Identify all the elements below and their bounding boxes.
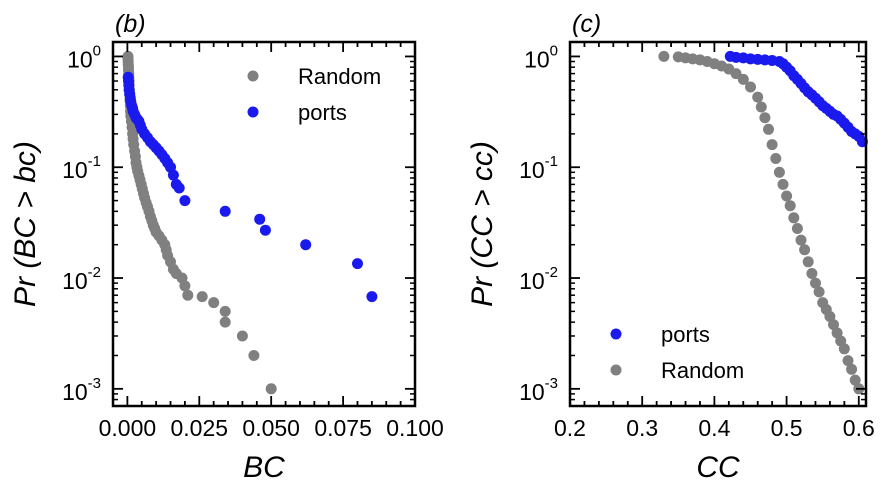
chart-1-legend: ports Random bbox=[610, 322, 744, 383]
chart-1-point-random-38 bbox=[846, 363, 858, 375]
chart-1-legend-label-random: Random bbox=[661, 358, 744, 383]
chart-0-ytick-label-3: 100 bbox=[67, 42, 101, 72]
chart-0-legend-label-ports: ports bbox=[298, 100, 347, 125]
chart-1-point-random-19 bbox=[777, 178, 789, 190]
chart-1-legend-label-ports: ports bbox=[661, 322, 710, 347]
chart-1-ytick-label-3: 100 bbox=[524, 42, 558, 72]
chart-1-y-axis-title: Pr (CC > cc) bbox=[466, 141, 499, 307]
chart-0-xtick-label-2: 0.050 bbox=[242, 415, 300, 441]
chart-0-point-random-52 bbox=[208, 297, 220, 309]
chart-1-ytick-label-2: 10-1 bbox=[519, 153, 558, 183]
chart-0-xtick-label-4: 0.100 bbox=[386, 415, 444, 441]
chart-0-ytick-label-1: 10-2 bbox=[62, 264, 101, 294]
chart-0-point-random-55 bbox=[236, 330, 248, 342]
chart-1-series-random bbox=[658, 50, 865, 395]
chart-1-legend-marker-ports bbox=[610, 328, 622, 340]
chart-0-point-ports-34 bbox=[352, 258, 363, 270]
chart-0-x-axis-title: BC bbox=[243, 451, 285, 484]
chart-0-ytick-label-2: 10-1 bbox=[62, 153, 101, 183]
chart-0-point-ports-33 bbox=[300, 239, 312, 251]
chart-1-point-random-16 bbox=[766, 139, 778, 151]
chart-0-point-ports-35 bbox=[366, 291, 378, 303]
chart-0-axes-frame bbox=[111, 40, 417, 408]
chart-1-series-ports bbox=[724, 50, 868, 148]
chart-1-point-random-22 bbox=[788, 212, 800, 224]
chart-1-point-random-24 bbox=[795, 234, 807, 246]
chart-1-point-random-25 bbox=[799, 244, 811, 256]
chart-1-point-random-11 bbox=[745, 81, 756, 93]
chart-0-point-ports-31 bbox=[254, 213, 266, 225]
chart-1-point-random-26 bbox=[802, 256, 814, 268]
chart-0-point-random-54 bbox=[219, 316, 231, 328]
chart-0-series-ports bbox=[122, 71, 378, 303]
chart-1-point-random-27 bbox=[806, 268, 818, 279]
chart-1-point-random-36 bbox=[838, 343, 850, 355]
chart-1-point-random-13 bbox=[755, 101, 767, 113]
chart-0-xtick-label-0: 0.000 bbox=[99, 415, 157, 441]
chart-1-point-random-0 bbox=[658, 50, 670, 62]
chart-0-point-ports-26 bbox=[167, 169, 179, 181]
chart-1-point-random-18 bbox=[773, 166, 785, 178]
chart-1-xtick-label-0: 0.2 bbox=[554, 415, 586, 441]
chart-1-point-random-14 bbox=[759, 112, 771, 124]
chart-1-x-axis-title: CC bbox=[696, 451, 740, 484]
chart-1-ytick-label-1: 10-2 bbox=[519, 264, 558, 294]
panel-b: 0.000 0.025 0.050 0.075 0.100 10-3 10-2 10-1 100… bbox=[9, 10, 444, 484]
chart-0-legend-marker-random bbox=[247, 70, 259, 82]
chart-0-point-ports-32 bbox=[259, 224, 271, 236]
chart-0-xtick-label-1: 0.025 bbox=[171, 415, 229, 441]
chart-1-axes-frame bbox=[568, 40, 868, 408]
chart-1-point-random-10 bbox=[737, 73, 749, 85]
chart-0-point-random-51 bbox=[196, 291, 208, 303]
chart-1-xtick-label-1: 0.3 bbox=[626, 415, 658, 441]
chart-0-legend: Random ports bbox=[247, 64, 381, 125]
chart-1-point-random-39 bbox=[849, 374, 861, 386]
chart-0-point-random-49 bbox=[179, 280, 191, 292]
chart-0-point-random-57 bbox=[265, 383, 277, 395]
chart-0-ytick-label-0: 10-3 bbox=[62, 375, 101, 405]
chart-1-xtick-label-4: 0.6 bbox=[843, 415, 875, 441]
chart-0-legend-marker-ports bbox=[247, 106, 259, 118]
chart-1-panel-label: (c) bbox=[572, 10, 601, 38]
chart-1-point-random-21 bbox=[784, 200, 796, 212]
chart-1-point-random-28 bbox=[810, 277, 821, 289]
chart-0-panel-label: (b) bbox=[115, 10, 146, 38]
chart-0-point-random-53 bbox=[219, 305, 231, 317]
chart-1-xtick-label-3: 0.5 bbox=[771, 415, 803, 441]
chart-1-point-random-29 bbox=[813, 286, 825, 298]
chart-0-point-random-56 bbox=[248, 350, 260, 361]
chart-0-point-ports-30 bbox=[219, 205, 231, 217]
chart-1-point-random-17 bbox=[770, 153, 782, 164]
chart-0-point-ports-28 bbox=[173, 182, 185, 194]
chart-0-xtick-label-3: 0.075 bbox=[314, 415, 372, 441]
chart-1-point-random-37 bbox=[842, 355, 854, 367]
chart-1-point-random-33 bbox=[828, 319, 839, 331]
chart-0-legend-label-random: Random bbox=[298, 64, 381, 89]
chart-1-point-random-20 bbox=[781, 190, 793, 202]
chart-1-ytick-label-0: 10-3 bbox=[519, 375, 558, 405]
chart-1-point-random-15 bbox=[763, 123, 774, 135]
panel-c: 0.2 0.3 0.4 0.5 0.6 10-3 10-2 10-1 100 CC Pr (CC >… bbox=[466, 10, 875, 484]
chart-1-point-random-23 bbox=[791, 223, 803, 234]
chart-1-legend-marker-random bbox=[610, 364, 622, 376]
chart-0-point-ports-29 bbox=[179, 195, 191, 207]
chart-0-point-random-50 bbox=[182, 289, 194, 301]
chart-1-point-random-12 bbox=[752, 91, 764, 103]
chart-1-xtick-label-2: 0.4 bbox=[698, 415, 730, 441]
chart-0-y-axis-title: Pr (BC > bc) bbox=[9, 141, 42, 307]
chart-0-series-random bbox=[122, 50, 277, 395]
